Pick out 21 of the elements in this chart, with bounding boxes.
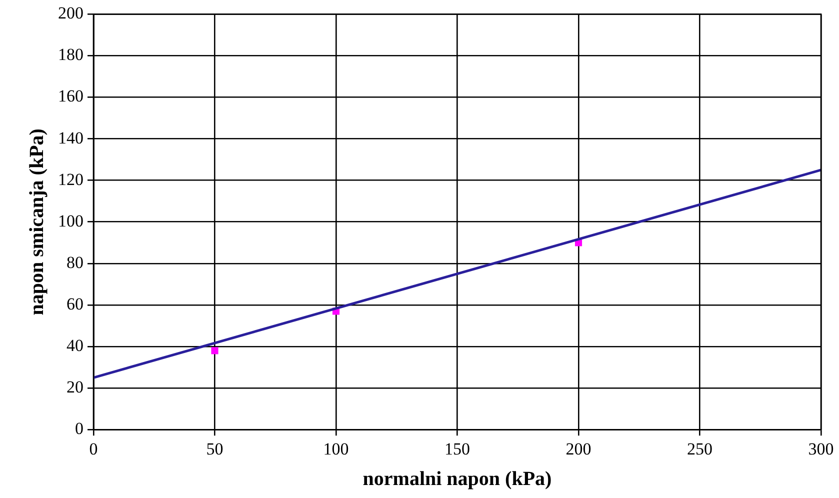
x-tick-label: 150 xyxy=(444,439,470,458)
y-axis-title: napon smicanja (kPa) xyxy=(26,128,48,316)
point xyxy=(211,347,218,354)
x-tick-label: 50 xyxy=(206,439,224,458)
x-tick-label: 100 xyxy=(323,439,349,458)
x-axis-title: normalni napon (kPa) xyxy=(362,468,552,490)
x-tick-label: 300 xyxy=(808,439,834,458)
y-tick-label: 40 xyxy=(66,336,84,355)
y-tick-label: 160 xyxy=(58,86,84,106)
x-tick-label: 250 xyxy=(687,439,712,458)
y-tick-label: 80 xyxy=(66,252,84,272)
y-tick-label: 180 xyxy=(58,45,84,64)
y-tick-label: 60 xyxy=(66,294,84,314)
x-tick-label: 200 xyxy=(566,439,592,458)
x-tick-label: 0 xyxy=(89,439,98,458)
y-tick-label: 100 xyxy=(58,211,84,230)
y-tick-label: 200 xyxy=(58,4,84,23)
y-tick-label: 20 xyxy=(66,378,84,397)
y-tick-label: 120 xyxy=(58,170,84,189)
y-tick-label: 140 xyxy=(58,128,84,148)
y-tick-label: 0 xyxy=(75,419,84,438)
